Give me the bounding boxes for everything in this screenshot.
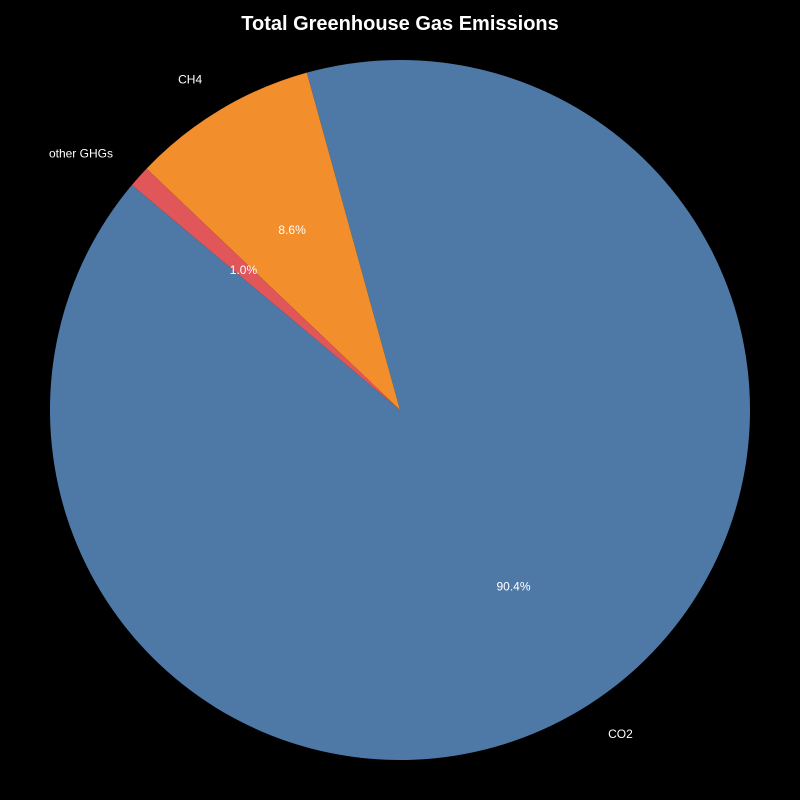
pie-slices xyxy=(49,60,750,761)
pct-label-ch4: 8.6% xyxy=(278,223,306,237)
slice-label-co2: CO2 xyxy=(608,727,633,741)
slice-label-ch4: CH4 xyxy=(178,73,202,87)
pct-label-other-ghgs: 1.0% xyxy=(230,263,258,277)
pie-labels: 90.4% CO2 8.6% CH4 1.0% other GHGs xyxy=(49,73,633,741)
pct-label-co2: 90.4% xyxy=(496,580,530,594)
chart-title: Total Greenhouse Gas Emissions xyxy=(241,13,559,35)
slice-label-other-ghgs: other GHGs xyxy=(49,146,113,160)
pie-slice-co2 xyxy=(49,60,750,761)
pie-slice-other-ghgs xyxy=(131,168,400,410)
pie-slice-ch4 xyxy=(146,72,400,410)
